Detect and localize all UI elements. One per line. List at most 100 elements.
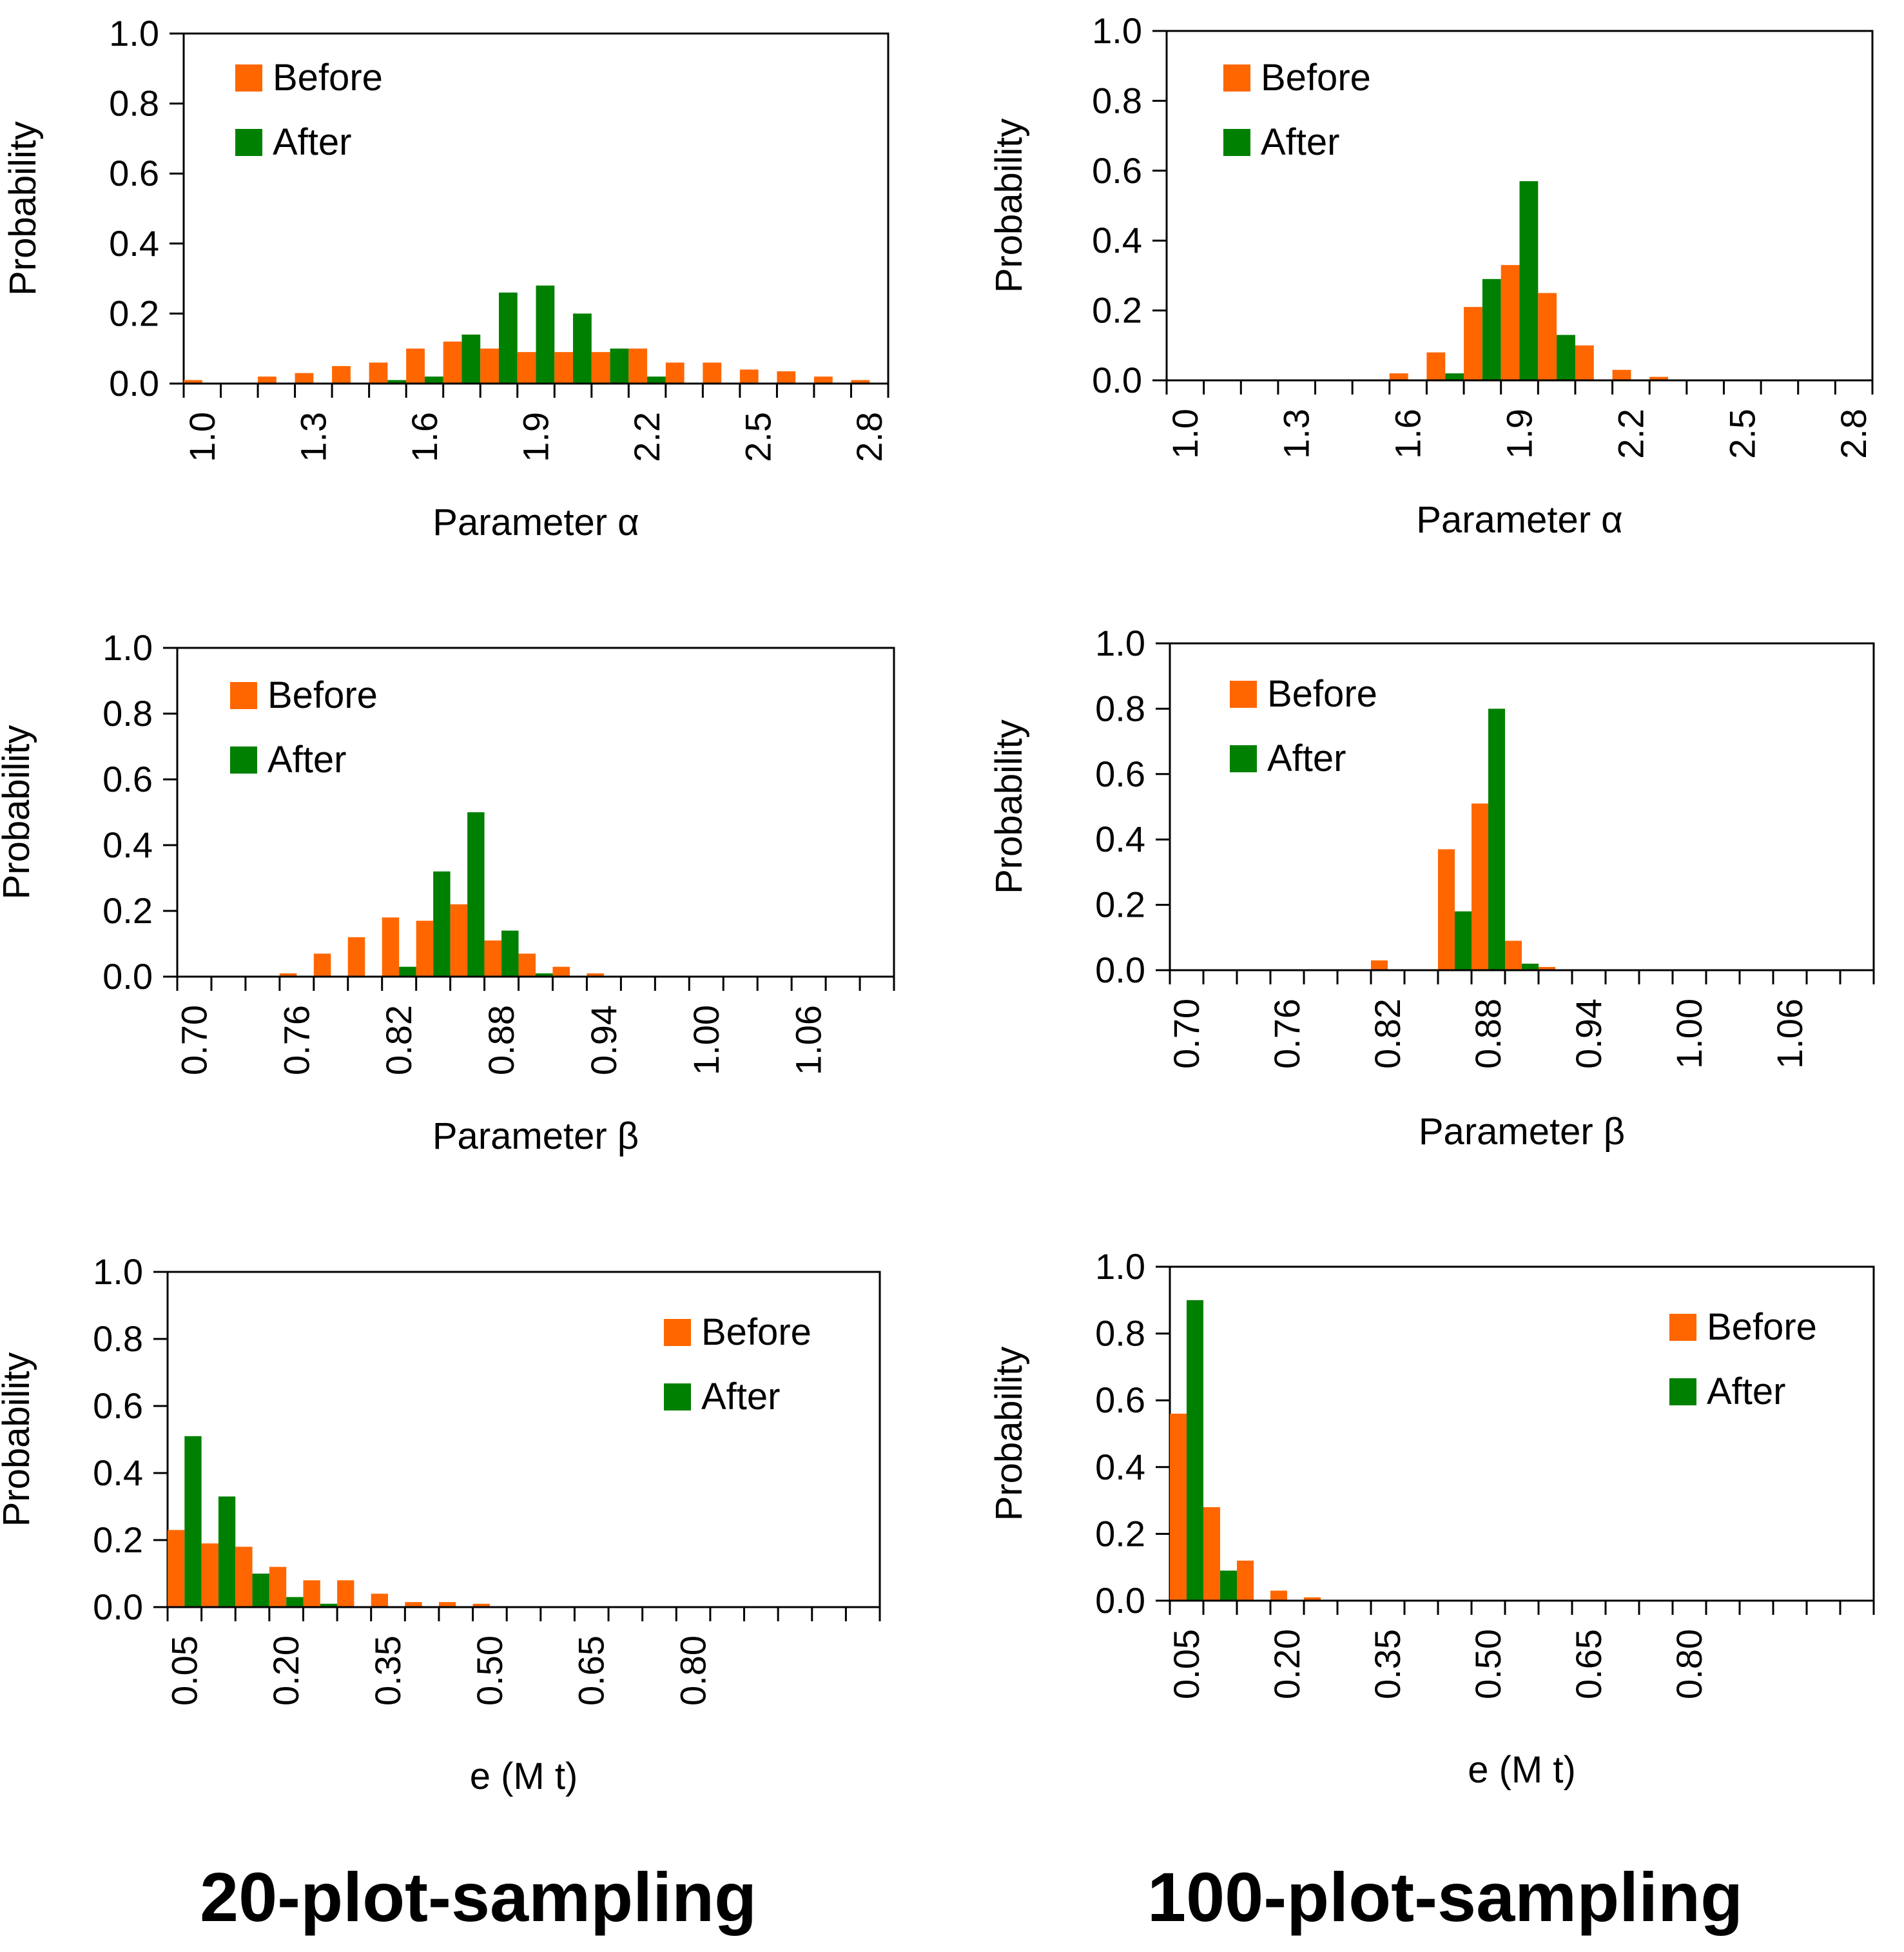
x-tick-label: 0.82 — [1367, 999, 1408, 1069]
bar-before — [337, 1580, 355, 1607]
bar-before — [517, 352, 536, 384]
y-tick-label: 1.0 — [1092, 10, 1142, 51]
x-tick-label: 0.20 — [1267, 1629, 1307, 1699]
bar-before — [739, 369, 759, 384]
x-tick-label: 1.06 — [788, 1005, 829, 1075]
bar-before — [1501, 265, 1520, 380]
bar-before — [813, 376, 833, 384]
legend: Before After — [1669, 1306, 1817, 1412]
y-axis-label: Probability — [988, 1347, 1030, 1521]
y-tick-label: 0.6 — [1095, 1380, 1145, 1420]
bar-after — [610, 348, 629, 384]
legend: Before After — [664, 1311, 811, 1418]
bar-before — [1237, 1560, 1254, 1601]
x-tick-label: 1.3 — [293, 412, 333, 462]
legend-swatch-before — [1230, 681, 1257, 708]
bar-before — [484, 940, 502, 977]
legend-swatch-after — [1223, 129, 1250, 156]
y-tick-label: 0.2 — [1092, 290, 1142, 331]
chart-panel-6: 0.0 0.2 0.4 0.6 0.8 1.0 0.05 0.20 0.35 0.50 0.65 0.… — [988, 1246, 1875, 1791]
x-tick-label: 1.0 — [182, 412, 222, 462]
bar-before — [313, 953, 331, 977]
legend-label-before: Before — [1267, 673, 1377, 715]
bar-before — [552, 966, 570, 977]
legend-label-after: After — [273, 121, 352, 163]
y-tick-label: 0.0 — [93, 1586, 143, 1627]
y-tick-label: 0.6 — [1095, 754, 1145, 794]
legend-swatch-after — [1230, 745, 1257, 772]
x-axis-label: Parameter α — [1416, 499, 1622, 541]
bar-before — [201, 1543, 219, 1607]
y-tick-label: 1.0 — [109, 13, 159, 54]
y-tick-label: 0.0 — [1095, 950, 1145, 990]
x-tick-label: 1.9 — [1499, 409, 1540, 459]
y-tick-label: 0.4 — [93, 1452, 143, 1493]
chart-panel-1: 0.0 0.2 0.4 0.6 0.8 1.0 1.0 1.3 1.6 1.9 2.2 2.5 2.8 P… — [2, 13, 889, 543]
bar-before — [1464, 307, 1482, 380]
x-tick-label: 0.88 — [481, 1005, 521, 1075]
y-tick-label: 0.0 — [109, 363, 159, 404]
x-tick-label: 0.80 — [673, 1635, 714, 1706]
x-tick-label: 0.65 — [571, 1635, 612, 1706]
x-tick-label: 2.8 — [1833, 409, 1874, 459]
y-tick-label: 0.8 — [1092, 80, 1142, 121]
x-axis-label: Parameter β — [432, 1115, 639, 1157]
bar-before — [777, 371, 796, 384]
bar-before — [480, 348, 499, 384]
x-tick-label: 2.5 — [738, 412, 779, 462]
y-axis-label: Probability — [0, 725, 37, 900]
bar-before — [371, 1594, 389, 1607]
bar-before — [1170, 1413, 1187, 1601]
legend-swatch-after — [1669, 1378, 1696, 1405]
y-axis-label: Probability — [988, 119, 1030, 293]
y-tick-label: 0.8 — [102, 693, 153, 734]
y-tick-label: 0.8 — [93, 1318, 143, 1359]
x-tick-label: 0.82 — [378, 1005, 419, 1075]
bar-after — [1455, 911, 1472, 970]
bar-before — [235, 1547, 253, 1607]
chart-panel-3: 0.0 0.2 0.4 0.6 0.8 1.0 0.70 0.76 0.82 0.88 0.94 1.… — [0, 627, 895, 1157]
y-tick-label: 0.0 — [1095, 1580, 1145, 1621]
x-tick-label: 0.94 — [1568, 999, 1609, 1069]
x-tick-label: 1.00 — [686, 1005, 726, 1075]
bar-before — [851, 380, 870, 384]
legend-label-after: After — [267, 739, 347, 781]
bar-before — [1438, 849, 1455, 970]
y-tick-label: 0.2 — [1095, 1513, 1145, 1554]
y-tick-label: 0.4 — [1092, 220, 1142, 260]
legend-swatch-after — [664, 1383, 691, 1410]
x-tick-label: 1.6 — [1388, 409, 1428, 459]
y-tick-label: 1.0 — [102, 627, 153, 668]
legend-swatch-before — [664, 1319, 691, 1346]
chart-panel-2: 0.0 0.2 0.4 0.6 0.8 1.0 1.0 1.3 1.6 1.9 2.2 2.5 2.8 P… — [988, 10, 1874, 541]
x-tick-label: 0.94 — [583, 1005, 624, 1075]
legend-swatch-before — [230, 682, 257, 709]
y-tick-label: 0.6 — [102, 759, 153, 799]
legend-swatch-after — [235, 129, 262, 156]
bar-before — [1539, 966, 1555, 970]
bar-after — [1187, 1300, 1203, 1601]
x-tick-label: 2.2 — [627, 412, 667, 462]
y-tick-label: 0.0 — [102, 956, 153, 997]
bar-before — [279, 973, 297, 977]
y-axis-label: Probability — [988, 719, 1030, 894]
legend-label-after: After — [1267, 737, 1346, 779]
x-tick-label: 1.6 — [404, 412, 445, 462]
bar-before — [1203, 1507, 1220, 1601]
bar-before — [443, 341, 462, 384]
bar-before — [587, 973, 604, 977]
x-tick-label: 1.06 — [1769, 999, 1810, 1069]
bar-before — [1575, 345, 1594, 380]
bar-before — [184, 380, 202, 384]
y-tick-label: 0.6 — [109, 153, 159, 193]
bar-before — [416, 921, 434, 977]
footer-label-20-plot: 20-plot-sampling — [200, 1858, 757, 1936]
legend-label-after: After — [701, 1376, 781, 1418]
bar-before — [554, 352, 574, 384]
bar-before — [1389, 373, 1408, 380]
bar-after — [399, 966, 416, 977]
bar-before — [703, 362, 722, 384]
bar-before — [450, 904, 468, 977]
legend: Before After — [235, 57, 383, 163]
bar-after — [320, 1603, 338, 1607]
